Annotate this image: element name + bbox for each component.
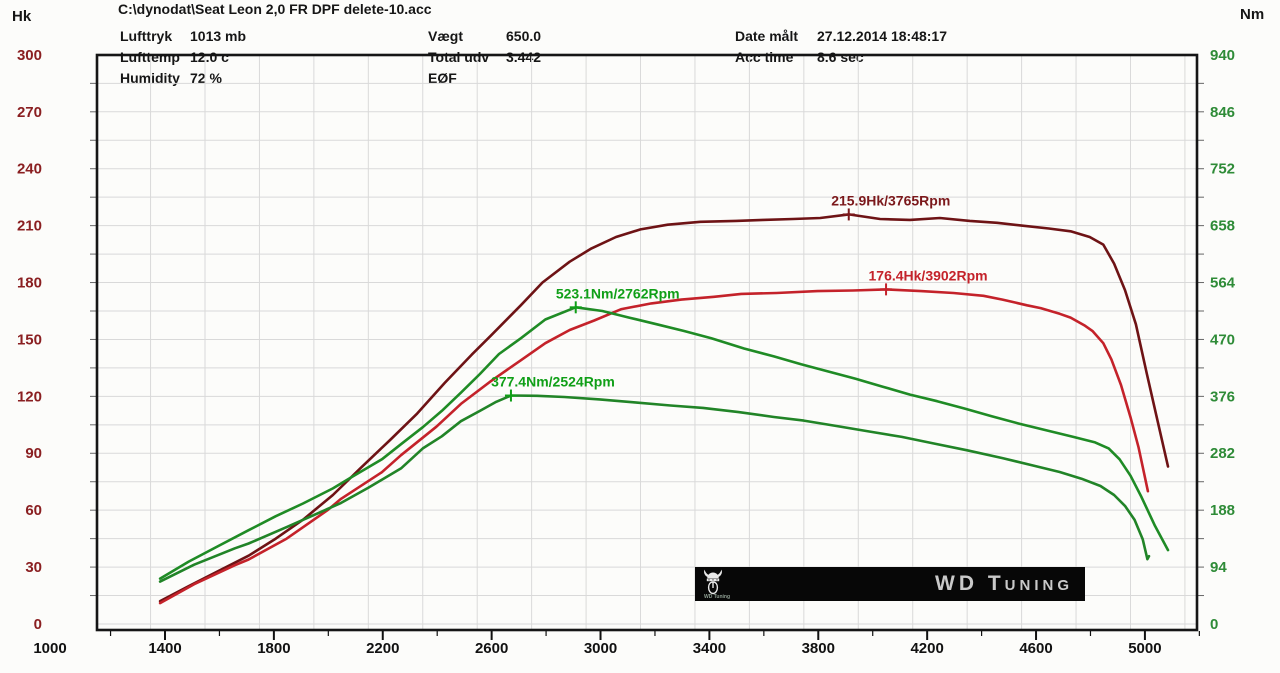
humidity-value: 72 % [190,70,222,86]
curve-torque-tuned [158,305,1170,580]
y-right-tick-label: 752 [1210,161,1235,178]
lufttemp-label: Lufttemp [120,49,180,65]
y-left-tick-label: 180 [17,275,42,292]
lufttryk-label: Lufttryk [120,28,173,44]
y-right-tick-label: 188 [1210,502,1235,519]
right-axis-unit: Nm [1240,6,1265,23]
total-udv-value: 3.442 [506,49,542,65]
y-left-tick-label: 150 [17,331,42,348]
peak-annotation-1: 176.4Hk/3902Rpm [869,267,988,283]
y-right-tick-label: 0 [1210,616,1218,633]
plot-border [95,53,1199,632]
logo-brand-text: WD Tuning [935,572,1073,595]
y-left-tick-label: 90 [25,445,42,462]
total-udv-label: Total udv [428,49,490,65]
y-right-tick-label: 94 [1210,559,1227,576]
date-value: 27.12.2014 18:48:17 [817,28,947,44]
y-left-tick-label: 210 [17,218,42,235]
field-vaegt: Vægt 650.0 [428,26,541,47]
header-column-ambient: Lufttryk 1013 mb Lufttemp 12.0 c Humidity 7… [120,26,246,89]
vaegt-label: Vægt [428,28,463,44]
y-right-tick-label: 564 [1210,275,1236,292]
x-tick-label: 2200 [366,640,399,657]
x-tick-label: 1800 [257,640,290,657]
x-origin-label: 1000 [33,640,66,657]
logo-caption: WD Tuning [703,594,730,600]
header-column-vehicle: Vægt 650.0 Total udv 3.442 EØF [428,26,541,89]
curve-torque-stock [158,394,1151,583]
x-tick-label: 4600 [1019,640,1052,657]
x-tick-label: 3800 [802,640,835,657]
field-eof: EØF [428,68,541,89]
y-left-tick-label: 240 [17,161,42,178]
curve-power-stock [158,288,1150,605]
eof-label: EØF [428,70,457,86]
peak-annotation-3: 377.4Nm/2524Rpm [491,374,615,390]
grid [97,55,1197,630]
y-right-tick-label: 940 [1210,47,1235,64]
field-lufttryk: Lufttryk 1013 mb [120,26,246,47]
wd-tuning-logo: WD Tuning WD Tuning [695,567,1085,601]
date-label: Date målt [735,28,799,44]
field-total-udv: Total udv 3.442 [428,47,541,68]
left-axis-unit: Hk [12,8,32,25]
y-left-tick-label: 270 [17,104,42,121]
y-left-tick-label: 0 [34,616,42,633]
viking-helmet-icon: WD Tuning [695,567,730,601]
x-tick-label: 3400 [693,640,726,657]
x-axis: 1400 1800 2200 2600 3000 3400 3800 4200 4600 5000… [33,631,1200,657]
x-tick-label: 2600 [475,640,508,657]
lufttryk-value: 1013 mb [190,28,247,44]
x-tick-label: 1400 [148,640,181,657]
y-right-tick-label: 470 [1210,331,1235,348]
y-left-tick-label: 300 [17,47,42,64]
file-path: C:\dynodat\Seat Leon 2,0 FR DPF delete-1… [118,1,432,17]
curve-power-tuned [158,213,1170,603]
y-left-tick-label: 30 [25,559,42,576]
x-tick-label: 5000 [1128,640,1161,657]
peak-annotation-2: 523.1Nm/2762Rpm [556,285,680,301]
vaegt-value: 650.0 [506,28,542,44]
x-tick-label: 3000 [584,640,617,657]
field-date: Date målt 27.12.2014 18:48:17 [735,26,947,47]
y-left-tick-label: 120 [17,388,42,405]
y-right-tick-label: 846 [1210,104,1235,121]
y-right-tick-label: 376 [1210,388,1235,405]
lufttemp-value: 12.0 c [190,49,229,65]
acc-time-value: 8.6 sec [817,49,864,65]
y-right-tick-label: 658 [1210,218,1235,235]
x-tick-label: 4200 [910,640,943,657]
curves [158,213,1170,605]
annotations: 215.9Hk/3765Rpm 176.4Hk/3902Rpm 523.1Nm/27… [491,192,988,402]
field-lufttemp: Lufttemp 12.0 c [120,47,246,68]
field-humidity: Humidity 72 % [120,68,246,89]
y-right-tick-label: 282 [1210,445,1235,462]
humidity-label: Humidity [120,70,180,86]
y-left-tick-label: 60 [25,502,42,519]
peak-annotation-0: 215.9Hk/3765Rpm [831,192,950,208]
